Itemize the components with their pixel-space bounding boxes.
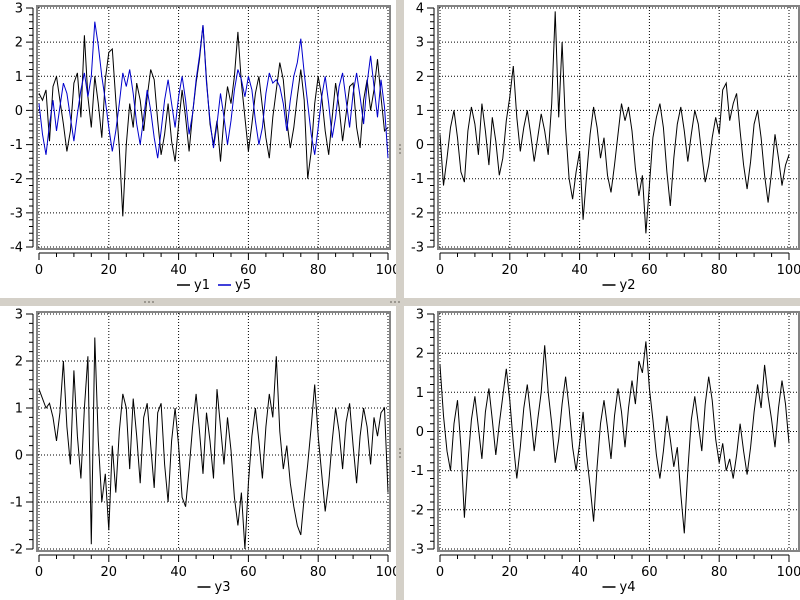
svg-text:2: 2 <box>416 70 424 85</box>
svg-text:0: 0 <box>416 138 424 153</box>
chart-panel-y2: -3 -2 -1 0 1 2 3 4 0 20 40 60 80 100 y2 <box>404 0 800 298</box>
svg-text:1: 1 <box>416 104 424 119</box>
svg-text:0: 0 <box>416 425 424 440</box>
svg-text:40: 40 <box>571 565 588 580</box>
svg-text:80: 80 <box>711 565 728 580</box>
svg-text:-2: -2 <box>10 172 23 187</box>
svg-text:2: 2 <box>416 347 424 362</box>
svg-text:0: 0 <box>15 449 23 464</box>
svg-text:-3: -3 <box>411 241 424 256</box>
svg-text:1: 1 <box>15 402 23 417</box>
svg-text:3: 3 <box>416 308 424 323</box>
svg-text:1: 1 <box>416 386 424 401</box>
svg-text:y2: y2 <box>620 278 636 293</box>
svg-text:-1: -1 <box>411 172 424 187</box>
svg-text:0: 0 <box>35 565 43 580</box>
svg-text:3: 3 <box>15 2 23 17</box>
svg-text:2: 2 <box>15 355 23 370</box>
svg-text:80: 80 <box>711 263 728 278</box>
svg-text:100: 100 <box>376 565 396 580</box>
horizontal-splitter[interactable] <box>0 298 800 306</box>
svg-text:100: 100 <box>376 263 396 278</box>
svg-text:-1: -1 <box>10 138 23 153</box>
vertical-splitter-bottom[interactable] <box>396 306 404 600</box>
svg-text:y1: y1 <box>194 278 210 293</box>
svg-text:y3: y3 <box>215 580 231 595</box>
svg-text:-3: -3 <box>10 206 23 221</box>
svg-text:-4: -4 <box>10 241 23 256</box>
svg-text:40: 40 <box>571 263 588 278</box>
svg-text:-2: -2 <box>411 206 424 221</box>
svg-text:y4: y4 <box>620 580 636 595</box>
svg-text:1: 1 <box>15 70 23 85</box>
svg-text:80: 80 <box>310 263 327 278</box>
chart-y4: -3 -2 -1 0 1 2 3 0 20 40 60 80 100 y4 <box>411 308 800 595</box>
svg-text:80: 80 <box>310 565 327 580</box>
svg-text:4: 4 <box>416 2 424 17</box>
svg-text:-3: -3 <box>411 543 424 558</box>
svg-text:40: 40 <box>170 565 187 580</box>
chart-panel-y3: -2 -1 0 1 2 3 0 20 40 60 80 100 y3 <box>0 306 396 600</box>
svg-text:20: 20 <box>502 263 519 278</box>
chart-y1-y5: -4 -3 -2 -1 0 1 2 3 0 20 40 60 80 100 y1 y5 <box>10 2 396 294</box>
chart-y3: -2 -1 0 1 2 3 0 20 40 60 80 100 y3 <box>10 308 396 596</box>
svg-text:0: 0 <box>35 263 43 278</box>
svg-text:3: 3 <box>15 308 23 323</box>
svg-text:3: 3 <box>416 36 424 51</box>
svg-text:60: 60 <box>641 263 658 278</box>
svg-text:-2: -2 <box>411 503 424 518</box>
svg-text:60: 60 <box>240 263 257 278</box>
chart-panel-y1-y5: -4 -3 -2 -1 0 1 2 3 0 20 40 60 80 100 y1 y5 <box>0 0 396 298</box>
splitter-grip-icon <box>399 144 401 154</box>
svg-text:-1: -1 <box>10 496 23 511</box>
svg-text:y5: y5 <box>235 278 251 293</box>
svg-text:0: 0 <box>15 104 23 119</box>
svg-text:2: 2 <box>15 36 23 51</box>
svg-text:60: 60 <box>641 565 658 580</box>
vertical-splitter-top[interactable] <box>396 0 404 298</box>
splitter-grip-icon <box>144 301 154 303</box>
splitter-grip-icon <box>399 448 401 458</box>
svg-text:40: 40 <box>170 263 187 278</box>
svg-text:100: 100 <box>777 565 800 580</box>
svg-text:20: 20 <box>101 263 118 278</box>
svg-text:0: 0 <box>436 263 444 278</box>
chart-panel-y4: -3 -2 -1 0 1 2 3 0 20 40 60 80 100 y4 <box>404 306 800 600</box>
svg-text:100: 100 <box>777 263 800 278</box>
svg-text:0: 0 <box>436 565 444 580</box>
svg-text:20: 20 <box>502 565 519 580</box>
svg-text:-2: -2 <box>10 543 23 558</box>
svg-text:20: 20 <box>101 565 118 580</box>
svg-text:-1: -1 <box>411 464 424 479</box>
svg-text:60: 60 <box>240 565 257 580</box>
splitter-grip-icon <box>390 301 400 303</box>
